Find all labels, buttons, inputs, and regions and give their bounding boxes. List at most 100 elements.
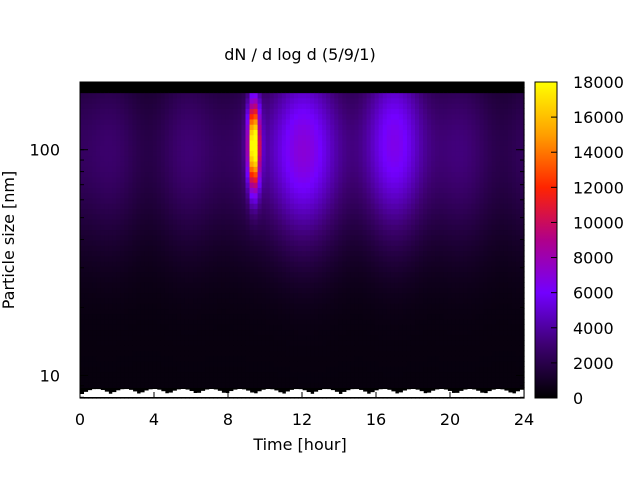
heatmap-cell [362,345,368,352]
heatmap-cell [410,276,416,283]
heatmap-cell [136,376,142,383]
heatmap-cell [382,161,388,167]
heatmap-cell [172,113,178,120]
heatmap-cell [84,276,89,283]
heatmap-cell [176,155,182,162]
heatmap-cell [297,303,303,310]
heatmap-cell [382,282,388,288]
heatmap-cell [128,371,134,378]
heatmap-cell [136,340,142,346]
heatmap-cell [120,103,125,109]
heatmap-cell [265,224,271,231]
heatmap-cell [168,118,174,125]
heatmap-cell [124,266,130,273]
heatmap-cell [152,261,158,267]
heatmap-cell [374,139,380,146]
heatmap-cell [249,324,255,331]
heatmap-cell [370,313,376,320]
heatmap-cell [229,129,234,136]
heatmap-cell [257,250,263,257]
heatmap-cell [217,334,222,341]
heatmap-cell [233,334,239,341]
heatmap-cell [249,203,255,209]
heatmap-cell [148,97,154,104]
heatmap-cell [398,97,404,104]
heatmap-cell [221,208,226,215]
heatmap-cell [257,139,263,146]
heatmap-cell [237,113,243,120]
heatmap-cell [140,250,146,257]
heatmap-cell [229,161,234,167]
heatmap-cell [184,287,190,294]
heatmap-cell [197,155,202,162]
heatmap-cell [225,308,230,315]
heatmap-cell [184,255,190,262]
heatmap-cell [217,113,222,120]
heatmap-cell [285,182,291,188]
heatmap-cell [318,261,323,267]
heatmap-cell [233,350,239,357]
heatmap-cell [96,203,101,209]
heatmap-cell [233,176,239,183]
heatmap-cell [168,245,174,252]
heatmap-cell [112,124,117,130]
heatmap-cell [322,155,327,162]
heatmap-cell [374,213,380,220]
heatmap-cell [297,355,303,362]
heatmap-cell [128,308,134,315]
heatmap-cell [406,297,412,304]
heatmap-cell [253,287,259,294]
heatmap-cell [197,166,202,173]
heatmap-cell [310,118,315,125]
heatmap-cell [205,166,210,173]
heatmap-cell [386,376,392,383]
heatmap-cell [378,82,384,88]
heatmap-cell [176,361,182,367]
heatmap-cell [306,324,311,331]
heatmap-cell [366,376,372,383]
heatmap-cell [334,297,339,304]
heatmap-cell [362,266,368,273]
heatmap-cell [160,361,166,367]
heatmap-cell [128,208,134,215]
heatmap-cell [120,171,125,178]
heatmap-cell [148,92,154,99]
heatmap-cell [188,308,194,315]
heatmap-cell [326,118,331,125]
heatmap-cell [249,361,255,367]
heatmap-cell [156,87,162,94]
heatmap-cell [132,245,138,252]
heatmap-cell [273,134,279,141]
heatmap-cell [201,287,206,294]
heatmap-cell [197,213,202,220]
heatmap-cell [322,145,327,152]
heatmap-cell [322,271,327,278]
heatmap-cell [273,182,279,188]
heatmap-cell [253,376,259,383]
heatmap-cell [209,176,214,183]
heatmap-cell [108,124,113,130]
heatmap-cell [156,134,162,141]
heatmap-cell [164,161,170,167]
heatmap-cell [326,229,331,236]
heatmap-cell [148,129,154,136]
heatmap-cell [209,261,214,267]
heatmap-cell [326,345,331,352]
heatmap-cell [370,319,376,325]
heatmap-cell [374,171,380,178]
heatmap-cell [358,287,364,294]
heatmap-cell [358,240,364,246]
heatmap-cell [160,150,166,157]
heatmap-cell [249,218,255,225]
heatmap-cell [302,118,307,125]
heatmap-cell [96,287,101,294]
heatmap-cell [172,97,178,104]
heatmap-cell [209,329,214,336]
heatmap-cell [168,166,174,173]
heatmap-cell [322,329,327,336]
heatmap-cell [156,345,162,352]
heatmap-cell [378,118,384,125]
heatmap-cell [144,261,150,267]
heatmap-cell [221,171,226,178]
heatmap-cell [350,113,356,120]
